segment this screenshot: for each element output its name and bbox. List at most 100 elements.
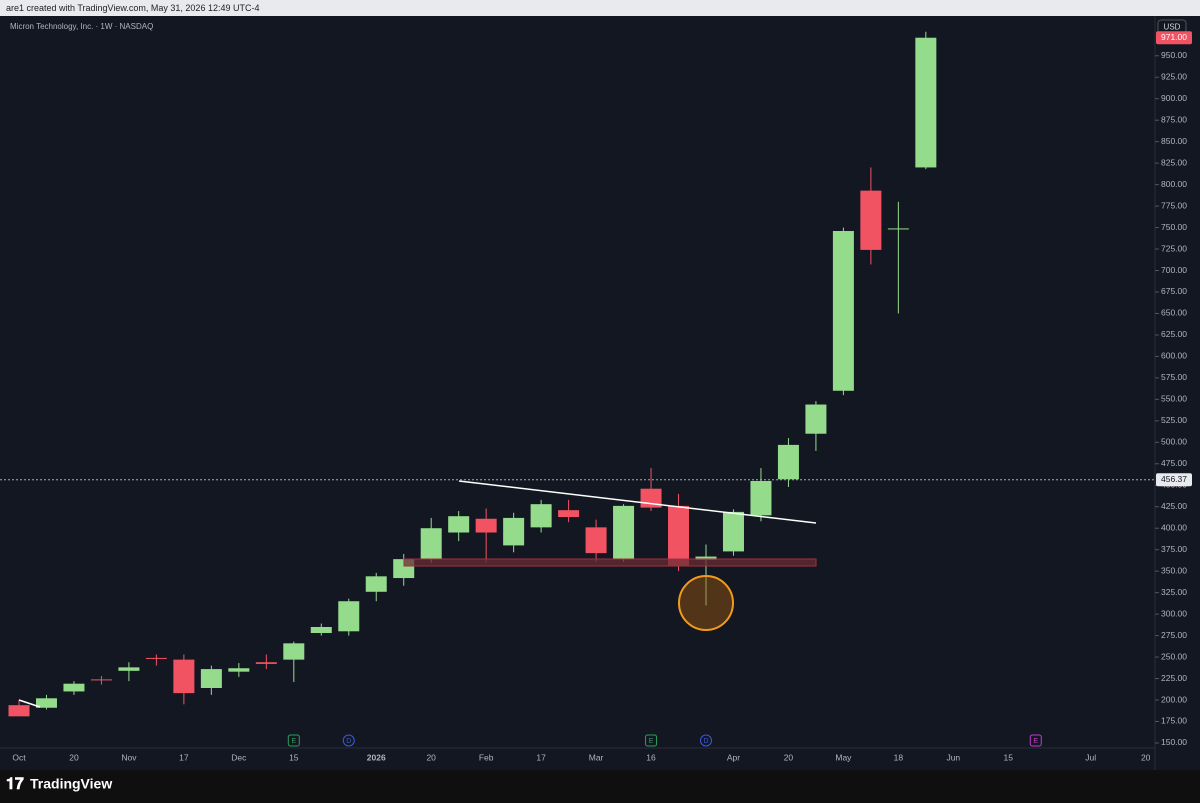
y-tick-label: 775.00 <box>1161 200 1187 210</box>
candle-body <box>750 480 772 516</box>
event-marker <box>287 734 300 747</box>
y-tick-label: 325.00 <box>1161 587 1187 597</box>
y-tick-label: 350.00 <box>1161 565 1187 575</box>
y-tick-label: 250.00 <box>1161 651 1187 661</box>
y-tick-label: 500.00 <box>1161 437 1187 447</box>
candle-body <box>530 504 552 528</box>
candle-body <box>585 527 607 554</box>
candle-body <box>503 517 525 546</box>
y-tick-label: 525.00 <box>1161 415 1187 425</box>
y-tick-label: 150.00 <box>1161 737 1187 747</box>
trend-line <box>18 699 41 708</box>
event-marker <box>645 734 658 747</box>
event-marker <box>1029 734 1042 747</box>
candle-body <box>173 659 195 694</box>
candle-body <box>668 505 690 567</box>
x-tick-label: 17 <box>536 752 546 762</box>
candle-body <box>832 231 854 391</box>
x-tick-label: 15 <box>289 752 299 762</box>
x-tick-label: 20 <box>784 752 794 762</box>
candle-body <box>200 669 222 688</box>
reference-label: 456.37 <box>1161 474 1187 484</box>
y-tick-label: 575.00 <box>1161 372 1187 382</box>
candle-body <box>420 528 442 560</box>
event-label: E <box>291 738 296 745</box>
y-tick-label: 700.00 <box>1161 265 1187 275</box>
candle-body <box>145 657 167 659</box>
x-tick-label: Mar <box>589 752 604 762</box>
candle-body <box>475 518 497 533</box>
brand-logo: 𝟏𝟕 <box>6 776 24 793</box>
last-price-label: 971.00 <box>1161 32 1187 42</box>
x-tick-label: 17 <box>179 752 189 762</box>
y-tick-label: 875.00 <box>1161 114 1187 124</box>
x-tick-label: Apr <box>727 752 740 762</box>
symbol-title: Micron Technology, Inc. · 1W · NASDAQ <box>10 22 153 31</box>
caption: are1 created with TradingView.com, May 3… <box>6 3 259 13</box>
y-tick-label: 925.00 <box>1161 71 1187 81</box>
x-tick-label: Oct <box>12 752 26 762</box>
brand: TradingView <box>30 776 112 792</box>
candle-body <box>695 556 717 561</box>
candle-body <box>118 667 140 671</box>
candle-body <box>283 643 305 660</box>
candle-body <box>805 404 827 434</box>
x-tick-label: Jun <box>946 752 960 762</box>
y-tick-label: 825.00 <box>1161 157 1187 167</box>
event-label: E <box>649 738 654 745</box>
y-tick-label: 425.00 <box>1161 501 1187 511</box>
y-tick-label: 375.00 <box>1161 544 1187 554</box>
y-tick-label: 200.00 <box>1161 694 1187 704</box>
last-price-box <box>1156 31 1192 45</box>
x-tick-label: Jul <box>1085 752 1096 762</box>
plot: 150.00 175.00 200.00 225.00 250.00 275.00 300.… <box>8 31 1187 762</box>
y-tick-label: 600.00 <box>1161 351 1187 361</box>
x-tick-label: May <box>835 752 852 762</box>
y-tick-label: 750.00 <box>1161 222 1187 232</box>
y-tick-label: 225.00 <box>1161 673 1187 683</box>
currency: USD <box>1164 23 1181 32</box>
candle-body <box>228 668 250 672</box>
y-tick-label: 475.00 <box>1161 458 1187 468</box>
event-marker <box>700 734 712 747</box>
x-tick-label: 20 <box>1141 752 1151 762</box>
candle-body <box>35 698 57 708</box>
candle-body <box>63 683 85 692</box>
top-bar <box>0 0 1200 16</box>
event-label: E <box>1033 738 1038 745</box>
y-tick-label: 850.00 <box>1161 136 1187 146</box>
candle-body <box>255 662 277 664</box>
x-tick-label: 20 <box>69 752 79 762</box>
x-tick-label: 16 <box>646 752 656 762</box>
x-tick-label: 2026 <box>367 752 386 762</box>
event-marker <box>342 734 355 747</box>
x-tick-label: Dec <box>231 752 247 762</box>
y-tick-label: 625.00 <box>1161 329 1187 339</box>
candle-body <box>777 444 799 480</box>
trend-line <box>458 480 817 524</box>
y-tick-label: 300.00 <box>1161 608 1187 618</box>
highlight-circle <box>678 575 734 631</box>
candle-body <box>860 190 882 250</box>
candle-body <box>915 37 937 168</box>
support-zone <box>403 558 817 567</box>
x-tick-label: 15 <box>1004 752 1014 762</box>
candle-body <box>558 510 580 518</box>
x-tick-label: Feb <box>479 752 494 762</box>
candle-body <box>310 627 332 634</box>
y-tick-label: 900.00 <box>1161 93 1187 103</box>
y-tick-label: 275.00 <box>1161 630 1187 640</box>
candle-body <box>90 679 112 681</box>
candle-body <box>887 228 909 230</box>
event-label: D <box>346 738 351 745</box>
y-tick-label: 675.00 <box>1161 286 1187 296</box>
y-tick-label: 950.00 <box>1161 50 1187 60</box>
reference-label-box <box>1156 473 1192 487</box>
candle-body <box>722 511 744 552</box>
candle-body <box>613 505 635 560</box>
y-tick-label: 650.00 <box>1161 308 1187 318</box>
x-tick-label: Nov <box>121 752 137 762</box>
candle-body <box>338 601 360 632</box>
